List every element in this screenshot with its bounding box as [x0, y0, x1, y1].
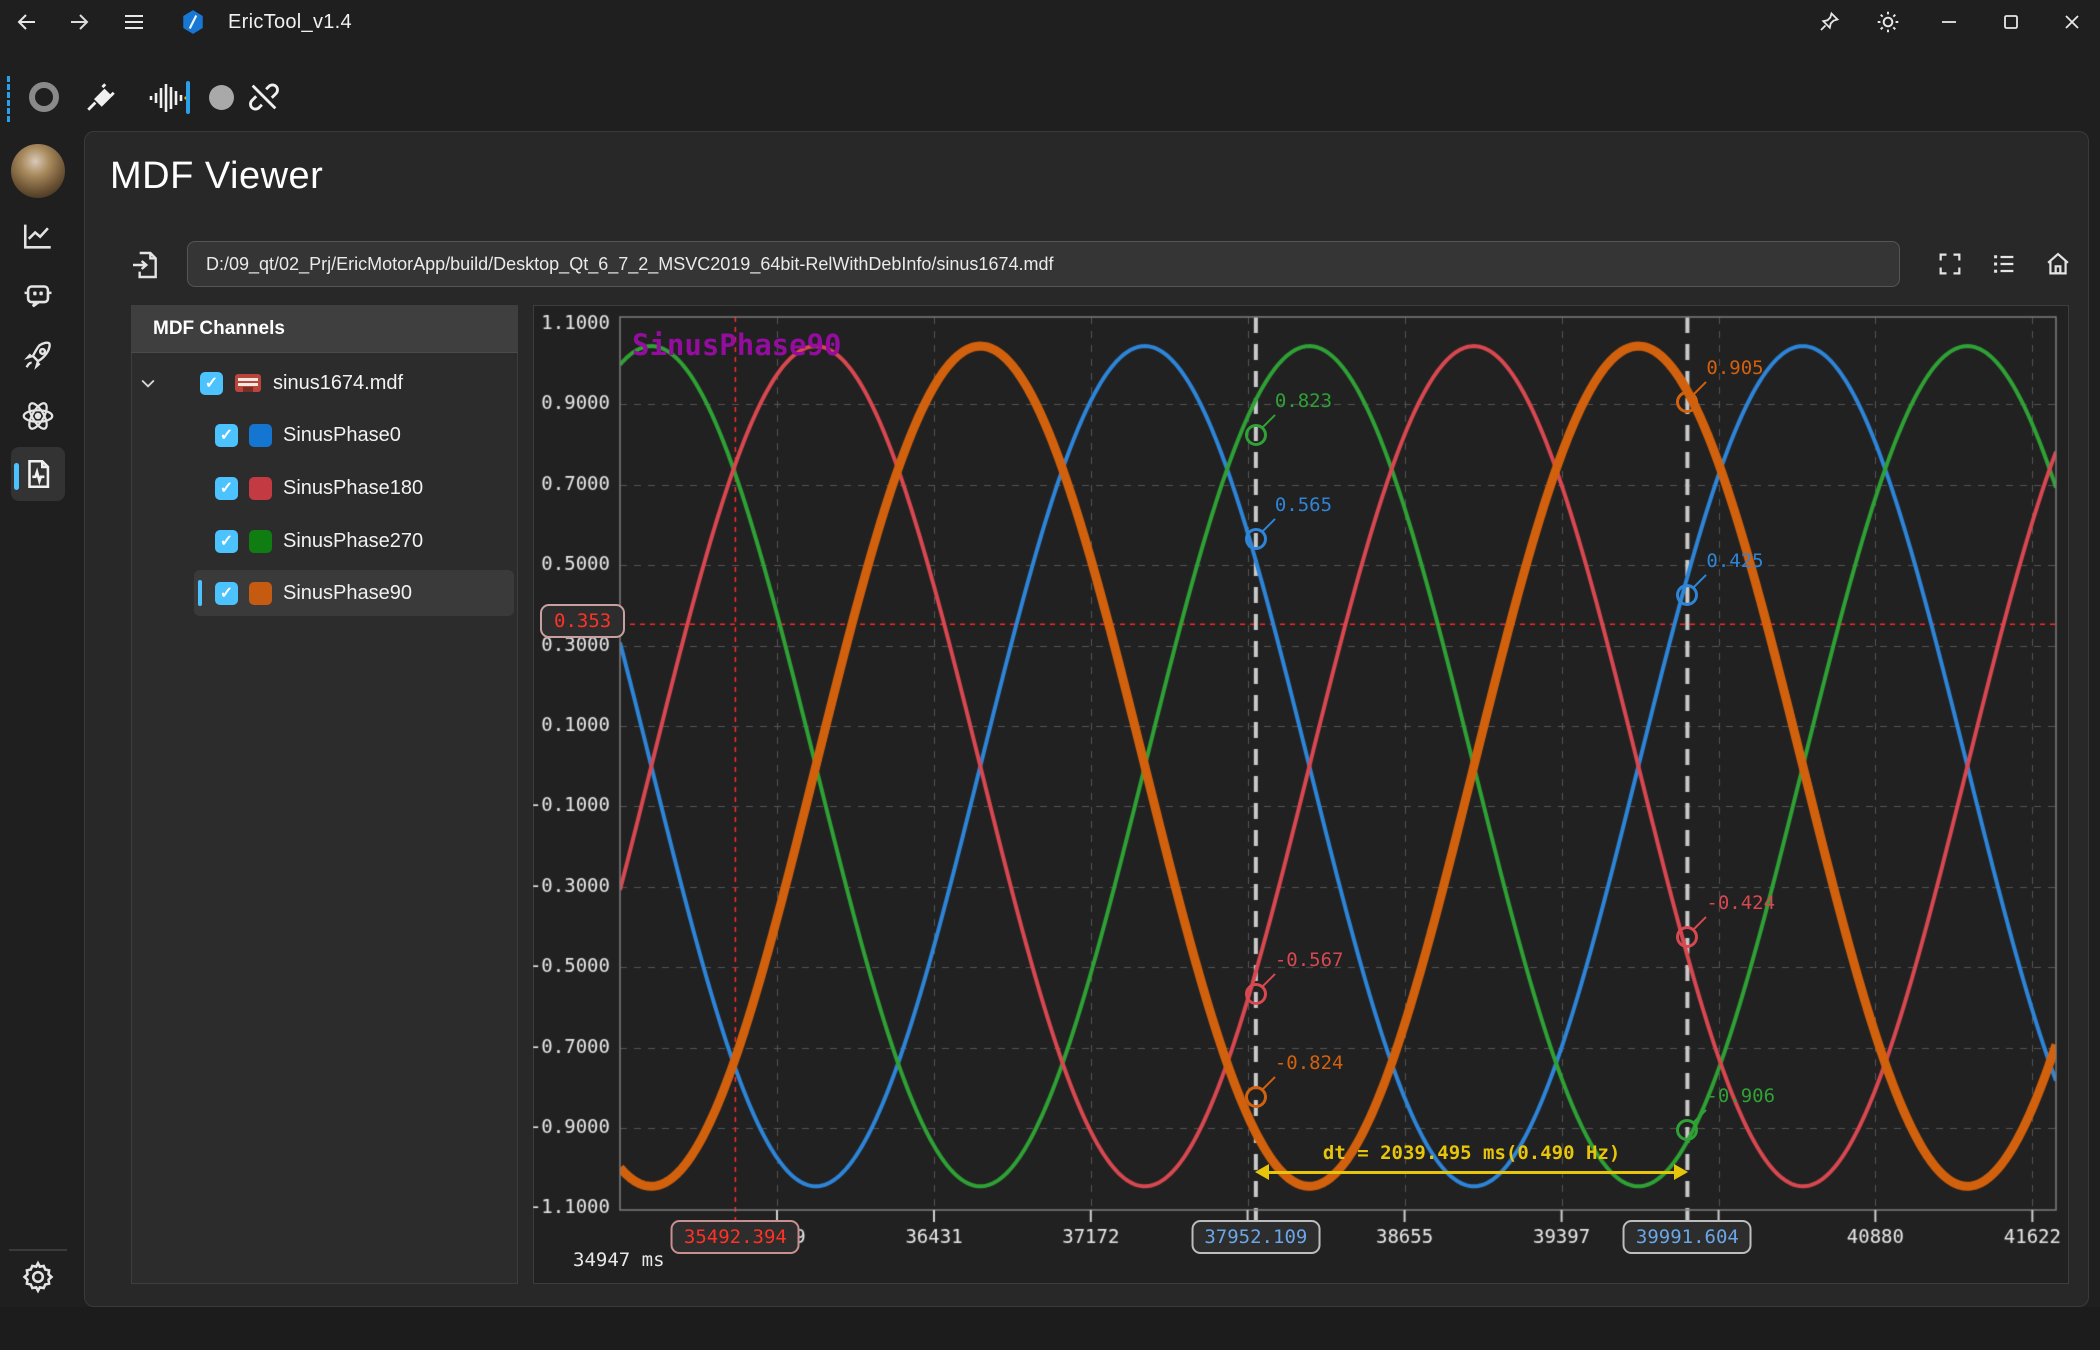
file-tree-row[interactable]: ✓ sinus1674.mdf — [138, 360, 403, 406]
import-file-icon[interactable] — [129, 249, 161, 281]
channel-color-swatch — [249, 424, 272, 447]
selected-row-indicator — [198, 580, 202, 606]
toolbar-separator — [186, 81, 190, 114]
app-logo-icon — [176, 6, 210, 38]
channel-label: SinusPhase0 — [283, 424, 401, 447]
channel-color-swatch — [249, 582, 272, 605]
chart-icon[interactable] — [11, 209, 65, 263]
channel-row[interactable]: ✓ SinusPhase270 — [215, 518, 423, 564]
channel-row[interactable]: ✓ SinusPhase180 — [215, 465, 423, 511]
channel-checkbox[interactable]: ✓ — [215, 477, 238, 500]
channel-label: SinusPhase90 — [283, 582, 412, 605]
page-title: MDF Viewer — [110, 155, 323, 198]
link-off-icon[interactable] — [246, 80, 282, 114]
back-icon[interactable] — [10, 6, 44, 38]
maximize-icon[interactable] — [1994, 6, 2028, 38]
mdf-file-icon — [234, 372, 262, 394]
mdf-viewer-icon[interactable] — [11, 447, 65, 501]
channel-checkbox[interactable]: ✓ — [215, 530, 238, 553]
record-dot-icon[interactable] — [209, 85, 234, 110]
avatar[interactable] — [11, 144, 65, 198]
chevron-down-icon[interactable] — [138, 373, 158, 393]
app-title: EricTool_v1.4 — [228, 11, 352, 34]
minimize-icon[interactable] — [1932, 6, 1966, 38]
record-ring-icon[interactable] — [29, 82, 59, 112]
settings-gear-icon[interactable] — [11, 1250, 65, 1304]
channel-color-swatch — [249, 530, 272, 553]
channel-row[interactable]: ✓ SinusPhase90 — [215, 570, 412, 616]
atom-icon[interactable] — [11, 389, 65, 443]
channel-label: SinusPhase180 — [283, 477, 423, 500]
chart-canvas[interactable] — [533, 305, 2069, 1284]
rocket-icon[interactable] — [11, 329, 65, 383]
connect-plug-icon[interactable] — [84, 80, 118, 114]
status-bar: 欢迎使用EricTool! — [0, 1307, 2100, 1350]
fullscreen-icon[interactable] — [1932, 247, 1968, 281]
menu-icon[interactable] — [117, 6, 151, 38]
file-checkbox[interactable]: ✓ — [200, 372, 223, 395]
waveform-icon[interactable] — [148, 83, 190, 113]
channel-row[interactable]: ✓ SinusPhase0 — [215, 412, 401, 458]
channel-label: SinusPhase270 — [283, 530, 423, 553]
titlebar: EricTool_v1.4 — [0, 0, 2100, 45]
pin-icon[interactable] — [1812, 6, 1846, 38]
home-icon[interactable] — [2040, 247, 2076, 281]
forward-icon[interactable] — [62, 6, 96, 38]
rail-active-indicator — [14, 463, 19, 490]
file-path-input[interactable]: D:/09_qt/02_Prj/EricMotorApp/build/Deskt… — [187, 241, 1900, 287]
channel-color-swatch — [249, 477, 272, 500]
file-node-label: sinus1674.mdf — [273, 372, 403, 395]
channel-checkbox[interactable]: ✓ — [215, 582, 238, 605]
dock-indicator — [7, 76, 10, 122]
robot-chat-icon[interactable] — [11, 268, 65, 322]
theme-icon[interactable] — [1871, 6, 1905, 38]
channel-checkbox[interactable]: ✓ — [215, 424, 238, 447]
channels-panel-header: MDF Channels — [131, 305, 518, 353]
list-icon[interactable] — [1986, 247, 2022, 281]
close-icon[interactable] — [2055, 6, 2089, 38]
